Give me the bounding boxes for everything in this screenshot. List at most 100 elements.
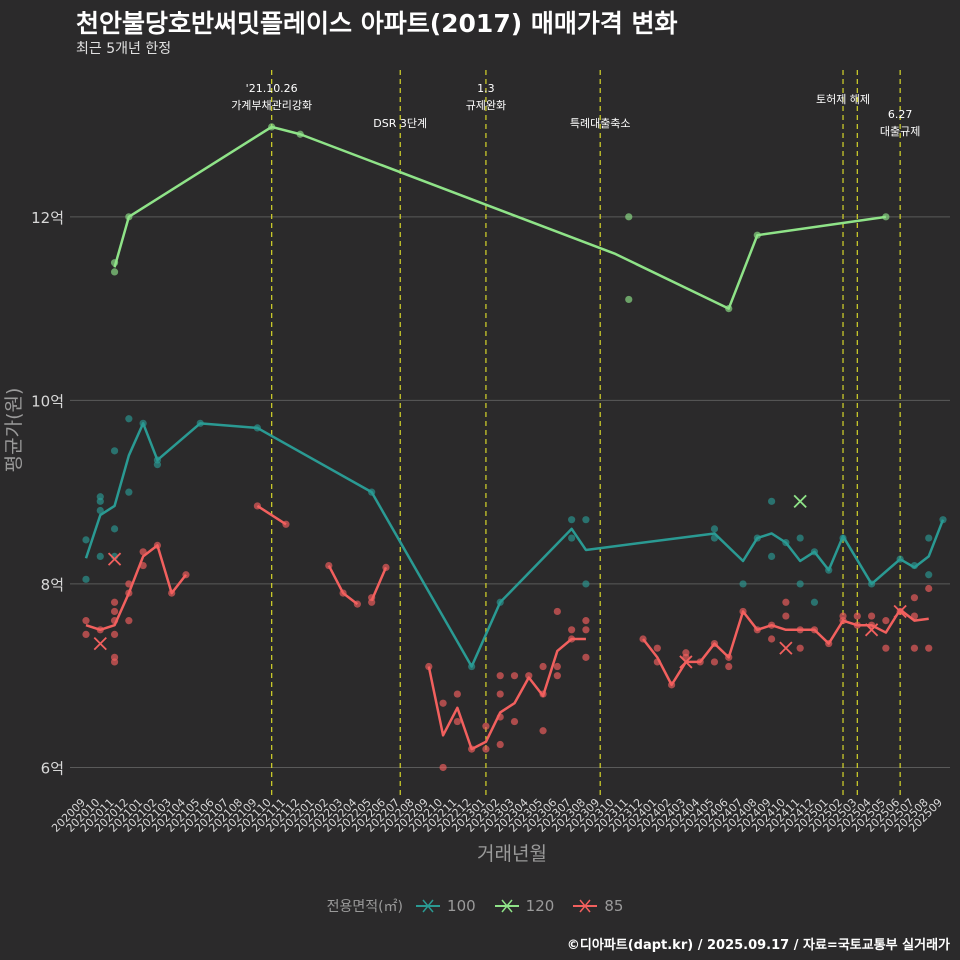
data-point-100 xyxy=(910,561,919,570)
data-point-100 xyxy=(110,447,119,455)
y-tick-label: 12억 xyxy=(31,209,64,227)
data-point-85 xyxy=(339,589,347,597)
data-point-85 xyxy=(453,690,461,698)
data-point-85 xyxy=(925,584,933,593)
data-point-100 xyxy=(753,534,761,542)
data-point-85 xyxy=(325,561,333,570)
data-point-85 xyxy=(710,658,719,666)
cancel-marker-85 xyxy=(93,636,107,651)
data-point-85 xyxy=(882,644,890,652)
data-point-85 xyxy=(110,607,119,616)
data-point-100 xyxy=(196,419,204,427)
cancel-marker-85 xyxy=(779,641,793,655)
data-point-85 xyxy=(468,745,476,753)
data-point-85 xyxy=(253,502,261,510)
series-line-85 xyxy=(427,637,586,751)
series-line-85 xyxy=(256,504,287,526)
data-point-85 xyxy=(496,690,504,698)
data-point-85 xyxy=(525,672,533,680)
legend-item-100[interactable]: 100 xyxy=(415,896,476,916)
legend-label-85: 85 xyxy=(604,897,624,915)
data-point-85 xyxy=(482,745,490,753)
data-point-85 xyxy=(782,598,790,606)
chart-title: 천안불당호반써밋플레이스 아파트(2017) 매매가격 변화 xyxy=(76,9,678,38)
tick-labels: 6억8억10억12억202009202010202011202012202101… xyxy=(31,209,945,835)
x-axis-label: 거래년월 xyxy=(477,843,547,865)
data-point-120 xyxy=(625,295,633,304)
data-point-85 xyxy=(539,690,547,698)
data-point-85 xyxy=(439,699,447,707)
event-label: 규제완화 xyxy=(466,99,506,112)
cancel-marker-120 xyxy=(793,494,807,508)
data-point-85 xyxy=(853,612,861,620)
data-point-85 xyxy=(153,541,162,549)
y-tick-label: 8억 xyxy=(41,576,64,594)
event-label: 가계부채관리강화 xyxy=(231,99,312,112)
data-point-100 xyxy=(939,516,947,524)
data-point-85 xyxy=(353,600,361,608)
data-point-100 xyxy=(125,415,133,423)
data-point-85 xyxy=(653,658,661,666)
legend: 전용면적(㎡) 100 120 85 xyxy=(0,896,960,916)
data-point-85 xyxy=(782,612,790,620)
series-line-85 xyxy=(642,608,929,687)
data-point-85 xyxy=(510,672,519,680)
legend-label-100: 100 xyxy=(447,897,476,915)
data-point-120 xyxy=(110,268,119,276)
data-point-85 xyxy=(482,722,490,730)
series-group xyxy=(82,123,947,772)
data-point-85 xyxy=(282,520,290,528)
data-point-85 xyxy=(739,607,747,616)
data-point-85 xyxy=(168,589,176,597)
data-point-85 xyxy=(925,644,933,652)
data-point-85 xyxy=(725,662,733,671)
legend-key-100-icon xyxy=(416,899,441,913)
series-line-120 xyxy=(113,125,887,310)
data-point-100 xyxy=(82,536,90,544)
data-point-85 xyxy=(510,717,519,726)
data-point-120 xyxy=(125,213,133,221)
event-label: 토허제 해제 xyxy=(816,92,870,106)
y-axis-label: 평균가(원) xyxy=(3,388,25,473)
data-point-85 xyxy=(867,612,876,620)
data-point-100 xyxy=(739,580,747,588)
data-point-100 xyxy=(153,456,162,464)
data-point-85 xyxy=(582,626,590,634)
legend-title: 전용면적(㎡) xyxy=(326,899,404,915)
data-point-120 xyxy=(268,123,276,131)
legend-item-85[interactable]: 85 xyxy=(572,896,623,916)
series-line-85 xyxy=(327,564,359,606)
data-point-100 xyxy=(96,493,104,501)
data-point-100 xyxy=(468,662,476,671)
data-point-85 xyxy=(382,563,390,572)
legend-item-120[interactable]: 120 xyxy=(494,896,554,916)
event-label: 대출규제 xyxy=(880,125,920,138)
data-point-85 xyxy=(839,612,847,620)
data-point-100 xyxy=(96,506,104,515)
data-point-100 xyxy=(568,516,576,524)
data-point-120 xyxy=(753,231,761,239)
data-point-85 xyxy=(710,639,719,648)
legend-key-120-icon xyxy=(494,899,519,913)
source-caption: ©디아파트(dapt.kr) / 2025.09.17 / 자료=국토교통부 실… xyxy=(566,938,950,953)
y-tick-label: 6억 xyxy=(41,759,64,777)
data-point-100 xyxy=(796,580,804,588)
data-point-85 xyxy=(796,626,804,634)
event-label: 1.3 xyxy=(477,82,495,95)
data-point-120 xyxy=(110,259,119,267)
data-point-85 xyxy=(82,617,90,625)
data-point-100 xyxy=(496,598,504,606)
data-point-100 xyxy=(768,552,776,560)
data-point-85 xyxy=(110,598,119,606)
data-point-85 xyxy=(110,617,119,625)
data-point-100 xyxy=(782,539,790,547)
event-label: 6.27 xyxy=(888,108,913,121)
cancel-marker-85 xyxy=(679,655,693,669)
data-point-85 xyxy=(853,621,861,629)
data-point-85 xyxy=(110,630,119,638)
data-point-85 xyxy=(553,607,561,616)
data-point-100 xyxy=(82,575,90,583)
data-point-85 xyxy=(910,644,919,652)
data-point-120 xyxy=(625,213,633,221)
